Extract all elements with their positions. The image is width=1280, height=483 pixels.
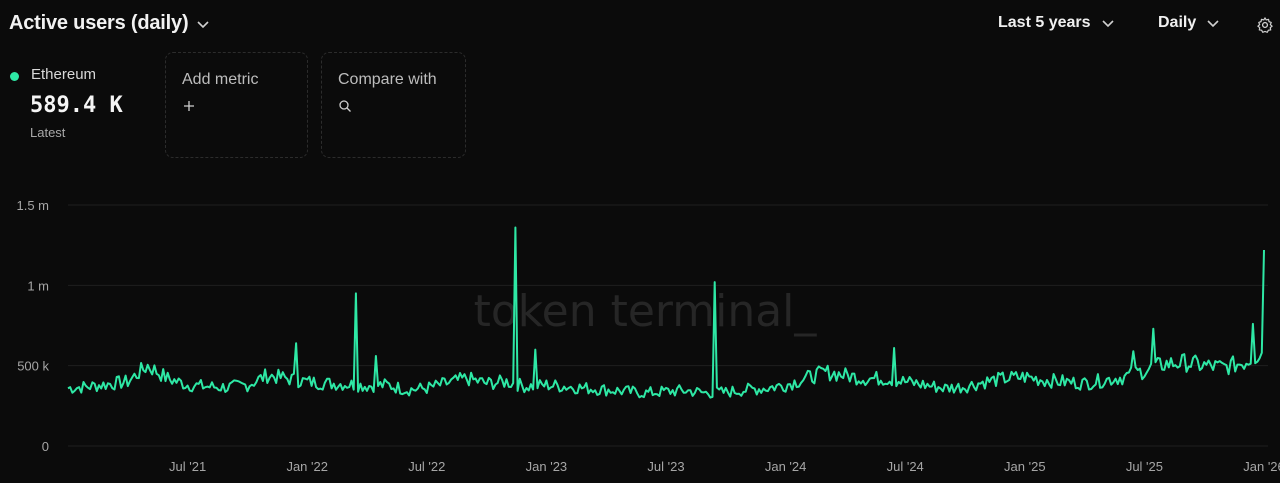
chevron-down-icon — [1207, 20, 1219, 28]
x-axis: Jul '21 Jan '22 Jul '22 Jan '23 Jul '23 Jan '… — [169, 459, 1280, 474]
page-title: Active users (daily) — [9, 12, 189, 34]
line-chart: token terminal_ 0 500 k 1 m 1.5 m Jul '21 Ja… — [16, 198, 1280, 474]
interval-dropdown[interactable]: Daily — [1158, 14, 1220, 32]
series-color-dot — [10, 72, 19, 81]
watermark: token terminal_ — [474, 286, 818, 337]
y-axis: 0 500 k 1 m 1.5 m — [16, 198, 49, 454]
x-tick-label: Jan '25 — [1004, 459, 1046, 474]
y-tick-label: 1 m — [27, 278, 49, 293]
x-tick-label: Jul '22 — [408, 459, 445, 474]
x-tick-label: Jul '21 — [169, 459, 206, 474]
y-tick-label: 1.5 m — [16, 198, 49, 213]
latest-caption: Latest — [30, 125, 66, 140]
plus-icon — [184, 101, 194, 111]
x-tick-label: Jul '25 — [1126, 459, 1163, 474]
series-layer — [67, 226, 1265, 399]
range-label: Last 5 years — [998, 14, 1091, 31]
x-tick-label: Jul '23 — [647, 459, 684, 474]
chevron-down-icon — [1101, 20, 1114, 28]
compare-label: Compare with — [338, 71, 437, 88]
x-tick-label: Jul '24 — [887, 459, 924, 474]
y-tick-label: 0 — [42, 439, 49, 454]
compare-with-card[interactable]: Compare with — [321, 52, 466, 158]
search-icon — [339, 100, 351, 112]
y-tick-label: 500 k — [17, 359, 49, 374]
header: Active users (daily) Last 5 years Daily — [0, 0, 1280, 50]
x-tick-label: Jan '24 — [765, 459, 807, 474]
gear-icon[interactable] — [1256, 16, 1274, 34]
range-dropdown[interactable]: Last 5 years — [998, 14, 1115, 32]
x-tick-label: Jan '23 — [526, 459, 568, 474]
latest-value: 589.4 K — [30, 93, 123, 118]
legend-label: Ethereum — [31, 66, 97, 83]
add-metric-card[interactable]: Add metric — [165, 52, 308, 158]
chevron-down-icon — [197, 20, 209, 28]
x-tick-label: Jan '22 — [286, 459, 328, 474]
add-metric-label: Add metric — [182, 71, 259, 88]
metric-selector[interactable]: Active users (daily) — [9, 12, 210, 35]
x-tick-label: Jan '26 — [1243, 459, 1280, 474]
series-line-ethereum — [67, 226, 1265, 399]
interval-label: Daily — [1158, 14, 1197, 31]
grid — [68, 204, 1268, 447]
